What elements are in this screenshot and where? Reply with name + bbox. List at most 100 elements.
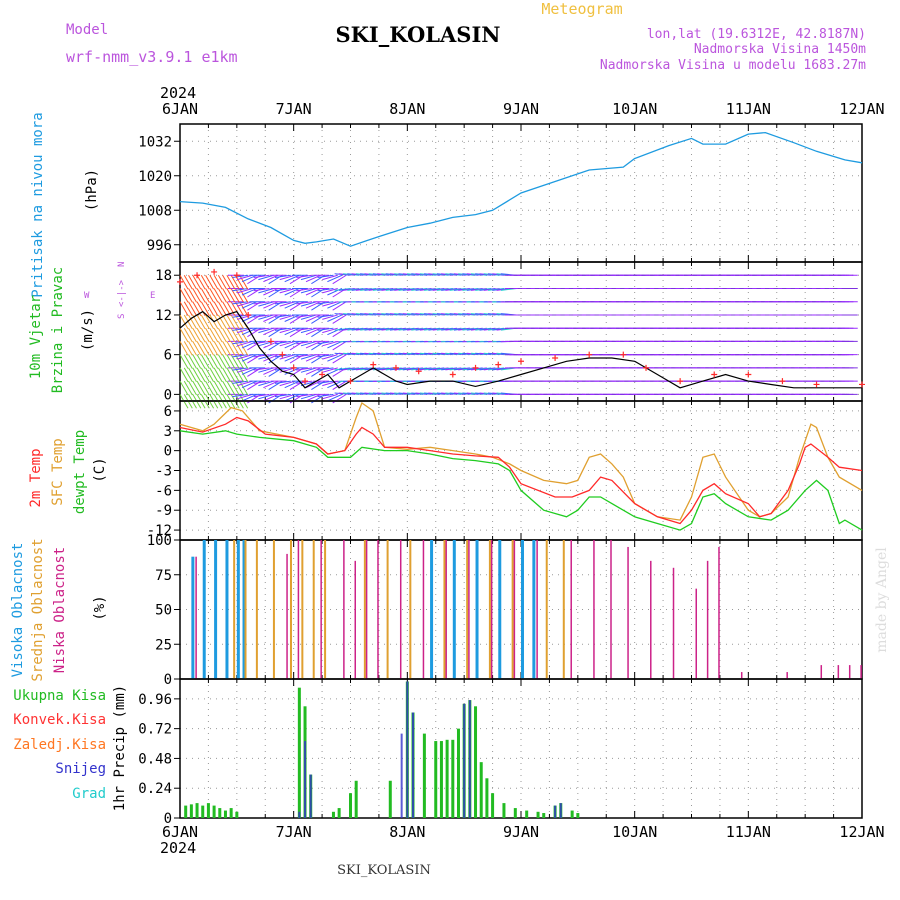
wind-arrow	[305, 314, 321, 322]
wind-arrow	[234, 314, 244, 330]
wind-gust-marker	[711, 371, 718, 378]
wind-arrow	[436, 367, 453, 371]
wind-arrow	[239, 327, 249, 343]
wind-arrow	[209, 327, 219, 343]
y-tick-label: 100	[147, 533, 172, 549]
wind-arrow	[205, 354, 215, 369]
cloud-ylabel: Visoka Oblacnost	[10, 543, 26, 678]
total-precip-bar	[570, 810, 574, 818]
wind-arrow	[241, 367, 257, 375]
wind-arrow	[462, 327, 479, 331]
wind-arrow	[453, 327, 470, 331]
total-precip-bar	[388, 780, 392, 818]
wind-arrow	[453, 367, 470, 371]
wind-arrow	[188, 314, 197, 330]
mid-cloud-bar	[233, 540, 236, 679]
high-cloud-bar	[191, 556, 195, 679]
y-tick-label: 1020	[138, 169, 172, 185]
wind-arrow	[209, 301, 219, 316]
total-precip-bar	[422, 733, 426, 818]
wind-arrow	[205, 274, 215, 290]
total-precip-bar	[354, 780, 358, 818]
wind-gust-marker	[620, 351, 627, 358]
wind-arrow	[253, 354, 270, 358]
wind-arrow	[419, 327, 436, 331]
wind-arrow	[236, 340, 253, 347]
wind-arrow	[284, 314, 300, 322]
pressure-line	[179, 131, 863, 247]
total-precip-bar	[536, 811, 540, 818]
wind-gust-marker	[495, 361, 502, 368]
wind-arrow	[263, 288, 279, 296]
y-tick-label: -3	[155, 464, 172, 480]
wind-arrow	[200, 341, 210, 356]
wind-arrow	[343, 287, 360, 291]
wind-arrow	[470, 367, 487, 371]
mid-cloud-bar	[244, 540, 247, 679]
wind-arrow	[234, 367, 244, 383]
wind-arrow	[192, 327, 202, 343]
wind-arrow	[305, 288, 321, 296]
x-tick-label-bottom: 6JAN	[162, 823, 198, 841]
wind-arrow	[236, 380, 253, 387]
wind-arrow	[274, 274, 291, 278]
wind-arrow	[332, 341, 347, 351]
wind-arrow	[241, 340, 257, 349]
wind-arrow	[200, 288, 210, 303]
wind-arrow	[355, 367, 372, 371]
wind-arrow	[205, 367, 215, 383]
wind-arrow	[300, 354, 317, 360]
wind-arrow	[253, 393, 270, 398]
wind-yunit: (m/s)	[80, 309, 96, 351]
wind-arrow	[232, 274, 249, 278]
total-precip-bar	[184, 805, 188, 818]
low-cloud-bar	[320, 540, 322, 679]
cloud-panel: 100 75 50 25 0	[147, 533, 863, 688]
snow-bar	[309, 774, 312, 818]
wind-gust-marker	[472, 364, 479, 371]
wind-arrow	[209, 367, 219, 383]
low-cloud-bar	[695, 588, 697, 679]
wind-arrow	[222, 288, 232, 303]
snow-bar	[304, 741, 307, 818]
total-precip-bar	[297, 687, 301, 818]
wind-arrow	[488, 327, 505, 331]
wind-arrow	[436, 327, 453, 331]
wind-arrow	[241, 301, 257, 309]
wind-arrow	[188, 380, 197, 396]
wind-arrow	[192, 367, 202, 383]
wind-arrow	[209, 380, 219, 396]
temp-yunit: (C)	[92, 457, 108, 482]
wind-arrow	[279, 340, 296, 347]
y-tick-label: 50	[155, 603, 172, 619]
wind-arrow	[226, 301, 236, 316]
wind-arrow	[258, 287, 274, 294]
wind-arrow	[305, 301, 321, 309]
temp-ylabel3: dewpt Temp	[72, 430, 88, 514]
wind-arrow	[209, 341, 219, 356]
wind-arrow	[305, 274, 321, 283]
low-cloud-bar	[837, 665, 840, 679]
wind-arrow	[322, 287, 338, 294]
wind-arrow	[236, 393, 253, 400]
mid-cloud-bar	[312, 540, 315, 679]
wind-arrow	[300, 380, 317, 387]
wind-arrow	[347, 367, 364, 371]
x-tick-label-top: 12JAN	[839, 100, 884, 118]
wind-arrow	[466, 367, 483, 371]
wind-arrow	[234, 301, 244, 316]
wind-arrow	[332, 314, 347, 324]
wind-arrow	[351, 287, 368, 291]
wind-arrow	[213, 274, 223, 290]
wind-arrow	[300, 340, 317, 347]
low-cloud-bar	[343, 540, 345, 679]
wind-arrow	[470, 287, 487, 291]
wind-arrow	[217, 380, 227, 396]
wind-arrow	[305, 354, 321, 362]
wind-arrow	[226, 380, 236, 396]
wind-arrow	[334, 327, 351, 331]
model-label: Model	[66, 22, 108, 38]
x-tick-label-bottom: 9JAN	[503, 823, 539, 841]
wind-arrow	[398, 287, 415, 291]
wind-arrow	[284, 288, 300, 296]
